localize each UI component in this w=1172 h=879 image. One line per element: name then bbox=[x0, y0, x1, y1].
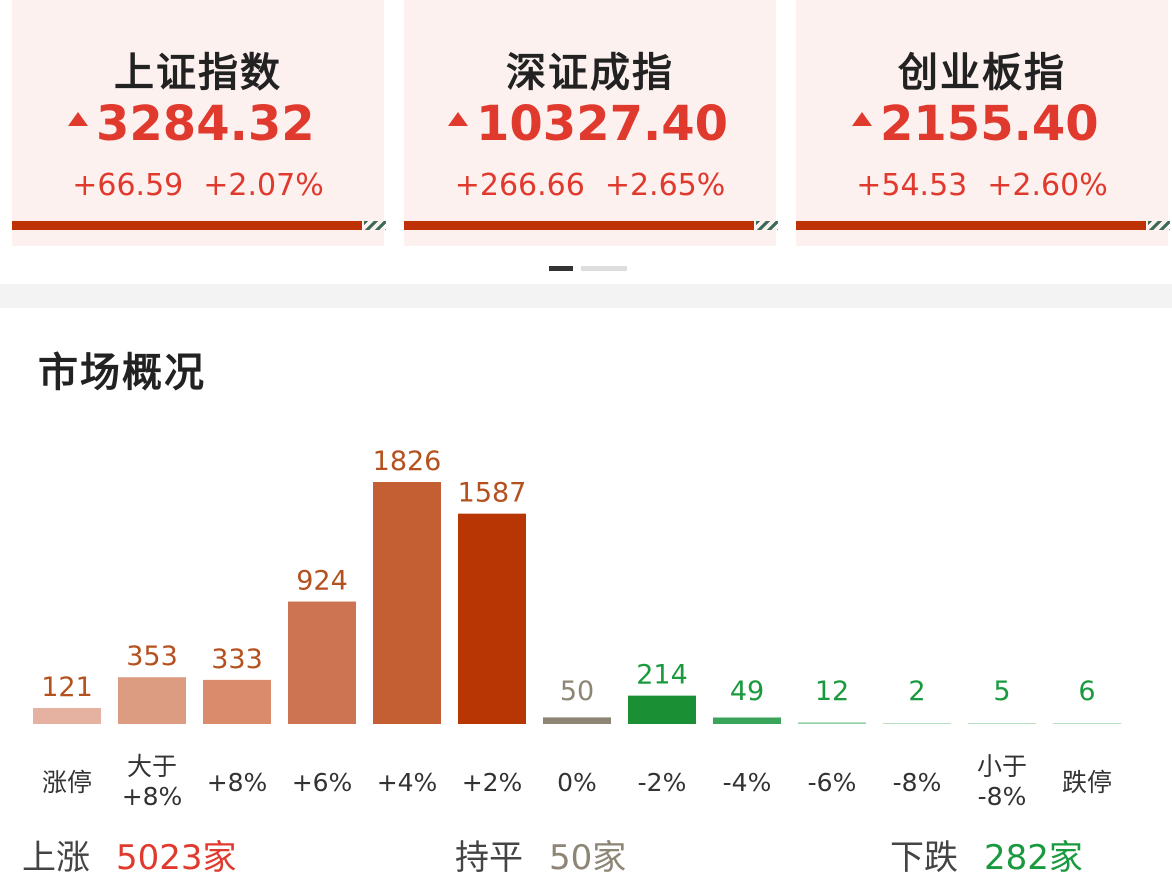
chart-value-label: 49 bbox=[730, 676, 764, 707]
market-distribution-chart: 121 353 333 924 1826 1587 50 214 49 12 2 5 6 bbox=[33, 446, 1121, 724]
index-name: 上证指数 bbox=[114, 50, 282, 96]
index-price: 10327.40 bbox=[448, 96, 728, 152]
chart-bar bbox=[968, 723, 1036, 724]
index-bar bbox=[796, 221, 1146, 230]
chart-value-label: 1826 bbox=[373, 446, 442, 477]
chart-category-label: +2% bbox=[461, 768, 523, 797]
summary-up: 上涨 5023家 bbox=[22, 830, 237, 879]
chart-bar bbox=[1053, 723, 1121, 724]
summary-flat-label: 持平 bbox=[455, 838, 523, 878]
up-triangle-icon bbox=[448, 112, 468, 126]
summary-up-label: 上涨 bbox=[22, 838, 90, 878]
chart-category-label: -4% bbox=[722, 768, 772, 797]
chart-bar bbox=[373, 482, 441, 724]
summary-down-label: 下跌 bbox=[890, 838, 958, 878]
summary-flat: 持平 50家 bbox=[455, 830, 626, 879]
market-overview-title: 市场概况 bbox=[38, 350, 206, 396]
chart-bar bbox=[883, 723, 951, 724]
page-indicator-inactive[interactable] bbox=[581, 266, 627, 271]
chart-value-label: 924 bbox=[296, 566, 348, 597]
index-name: 创业板指 bbox=[898, 50, 1066, 96]
chart-bar bbox=[628, 695, 696, 724]
summary-flat-value: 50家 bbox=[549, 838, 627, 878]
chart-category-label: 小于 -8% bbox=[976, 752, 1027, 811]
index-bar bbox=[12, 221, 362, 230]
chart-category-label: 跌停 bbox=[1061, 768, 1112, 797]
chart-bar bbox=[543, 717, 611, 724]
chart-value-label: 5 bbox=[993, 676, 1010, 707]
index-price: 3284.32 bbox=[68, 96, 315, 152]
chart-bar bbox=[288, 601, 356, 724]
index-bar-hatch bbox=[1148, 221, 1170, 230]
chart-category-label: 0% bbox=[557, 768, 597, 797]
chart-value-label: 333 bbox=[211, 644, 263, 675]
chart-category-label: 大于 +8% bbox=[121, 752, 183, 811]
up-triangle-icon bbox=[68, 112, 88, 126]
chart-category-label: +4% bbox=[376, 768, 438, 797]
index-bar-hatch bbox=[756, 221, 778, 230]
up-triangle-icon bbox=[852, 112, 872, 126]
chart-category-label: -6% bbox=[807, 768, 857, 797]
chart-value-label: 1587 bbox=[458, 478, 527, 509]
summary-up-value: 5023家 bbox=[116, 838, 237, 878]
index-card-sh[interactable]: 上证指数 3284.32 +66.59 +2.07% bbox=[12, 0, 386, 246]
page-indicator-active[interactable] bbox=[549, 266, 573, 271]
chart-category-label: +8% bbox=[206, 768, 268, 797]
chart-category-label: -8% bbox=[892, 768, 942, 797]
index-bar bbox=[404, 221, 754, 230]
chart-value-label: 50 bbox=[560, 676, 594, 707]
chart-category-label: -2% bbox=[637, 768, 687, 797]
summary-down-value: 282家 bbox=[984, 838, 1083, 878]
index-change: +54.53 +2.60% bbox=[856, 168, 1108, 203]
chart-value-label: 2 bbox=[908, 676, 925, 707]
chart-value-label: 214 bbox=[636, 660, 688, 691]
chart-value-label: 353 bbox=[126, 641, 178, 672]
index-card-cyb[interactable]: 创业板指 2155.40 +54.53 +2.60% bbox=[796, 0, 1170, 246]
index-card-sz[interactable]: 深证成指 10327.40 +266.66 +2.65% bbox=[404, 0, 778, 246]
chart-value-label: 121 bbox=[41, 672, 93, 703]
index-name: 深证成指 bbox=[506, 50, 674, 96]
chart-value-label: 6 bbox=[1078, 676, 1095, 707]
section-divider bbox=[0, 284, 1172, 308]
summary-down: 下跌 282家 bbox=[890, 830, 1083, 879]
index-change: +266.66 +2.65% bbox=[454, 168, 726, 203]
chart-value-label: 12 bbox=[815, 676, 849, 707]
chart-bar bbox=[118, 677, 186, 724]
chart-category-label: 涨停 bbox=[41, 768, 92, 797]
index-cards: 上证指数 3284.32 +66.59 +2.07% 深证成指 10327.40 … bbox=[0, 0, 1172, 250]
chart-bar bbox=[33, 707, 101, 724]
index-price: 2155.40 bbox=[852, 96, 1099, 152]
chart-bar bbox=[203, 679, 271, 724]
chart-bar bbox=[458, 513, 526, 724]
index-bar-hatch bbox=[364, 221, 386, 230]
index-change: +66.59 +2.07% bbox=[72, 168, 324, 203]
chart-bar bbox=[798, 722, 866, 724]
chart-category-label: +6% bbox=[291, 768, 353, 797]
chart-bar bbox=[713, 717, 781, 724]
